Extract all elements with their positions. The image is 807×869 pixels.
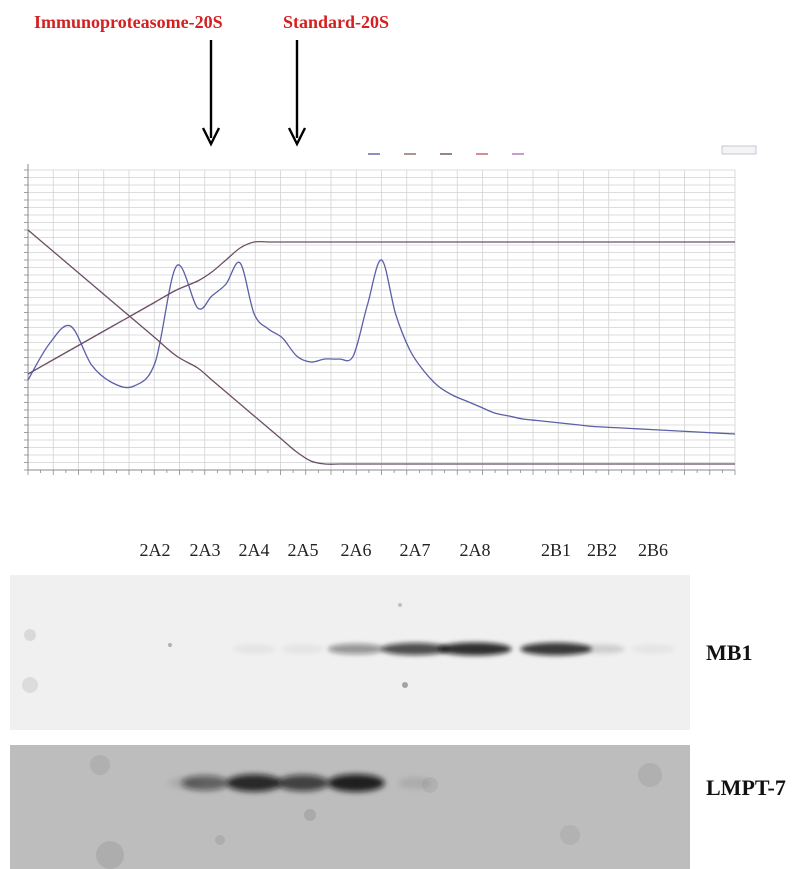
lmpt7-blot <box>10 745 690 869</box>
lane-label-2a5: 2A5 <box>287 540 319 560</box>
immunoproteasome-label: Immunoproteasome-20S <box>34 12 223 32</box>
lane-label-2a3: 2A3 <box>189 540 221 560</box>
chart-control-box <box>721 145 757 155</box>
band-2b6 <box>631 644 675 654</box>
band-2a4 <box>232 644 276 654</box>
band-2a3 <box>181 775 229 791</box>
blot-speck <box>304 809 316 821</box>
lane-label-2b6: 2B6 <box>637 540 669 560</box>
lane-label-2b1: 2B1 <box>540 540 572 560</box>
lane-label-2a8: 2A8 <box>459 540 491 560</box>
standard-label: Standard-20S <box>283 12 390 32</box>
band-2a7 <box>381 642 449 656</box>
lane-label-2a4: 2A4 <box>238 540 270 560</box>
blot-speck <box>638 763 662 787</box>
blot-speck <box>168 643 172 647</box>
band-2a6 <box>327 774 385 792</box>
standard-arrow <box>287 40 307 147</box>
lane-label-2b2: 2B2 <box>586 540 618 560</box>
band-2b1 <box>520 642 592 656</box>
series-line-gradient-falling <box>27 229 735 465</box>
lmpt7-label: LMPT-7 <box>706 775 786 800</box>
lane-labels: 2A2 2A3 2A4 2A5 2A6 2A7 2A8 2B1 2B2 2B6 <box>0 540 720 564</box>
blot-speck <box>422 777 438 793</box>
series-line-gradient-rising <box>27 240 735 375</box>
blot-speck <box>402 682 408 688</box>
chart-series <box>27 229 736 465</box>
blot-speck <box>398 603 402 607</box>
band-2a5 <box>277 774 329 792</box>
blot-speck <box>560 825 580 845</box>
blot-speck <box>24 629 36 641</box>
series-line-absorbance <box>27 259 736 435</box>
mb1-label: MB1 <box>706 640 753 665</box>
blot-speck <box>22 677 38 693</box>
lane-label-2a7: 2A7 <box>399 540 431 560</box>
chromatogram-chart <box>24 145 757 475</box>
band-2b2 <box>579 644 625 654</box>
band-2a8 <box>438 642 512 656</box>
blot-speck <box>96 841 124 869</box>
blot-speck <box>215 835 225 845</box>
lane-label-2a6: 2A6 <box>340 540 372 560</box>
band-2a6 <box>327 643 385 655</box>
blot-speck <box>90 755 110 775</box>
mb1-blot <box>10 575 690 730</box>
band-2a7 <box>398 777 432 789</box>
lane-label-2a2: 2A2 <box>139 540 171 560</box>
chart-frame <box>24 145 757 475</box>
immunoproteasome-arrow <box>201 40 221 147</box>
band-2a5 <box>281 644 325 654</box>
band-2a4 <box>226 774 282 792</box>
